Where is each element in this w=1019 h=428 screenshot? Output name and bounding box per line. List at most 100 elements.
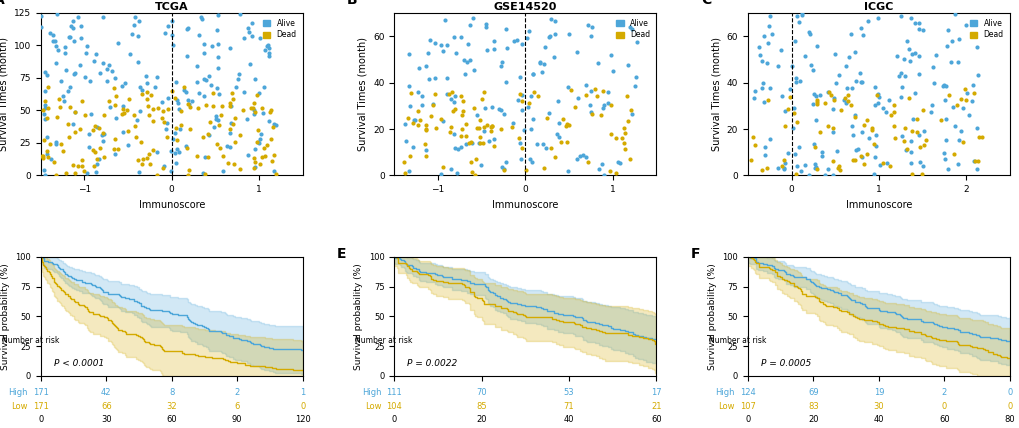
Point — [548, 131, 565, 138]
Point — [107, 101, 123, 108]
Point — [438, 91, 454, 98]
Point — [492, 126, 508, 133]
Low — [458, 283, 470, 288]
Y-axis label: Survival Times (month): Survival Times (month) — [710, 37, 720, 151]
Point — [40, 153, 56, 160]
Point — [629, 39, 645, 46]
Point — [397, 121, 414, 128]
Point — [71, 62, 88, 68]
Point — [406, 117, 422, 124]
Point — [938, 165, 955, 172]
Point — [173, 108, 190, 115]
Point — [257, 153, 273, 160]
Point — [908, 128, 924, 135]
Text: 60: 60 — [166, 416, 177, 425]
Y-axis label: Survival probability (%): Survival probability (%) — [354, 263, 363, 370]
Point — [534, 141, 550, 148]
Point — [580, 21, 596, 28]
Point — [167, 95, 183, 102]
Point — [904, 128, 920, 134]
Point — [771, 47, 788, 54]
Point — [968, 44, 984, 51]
Point — [936, 136, 953, 143]
Point — [410, 108, 426, 115]
Point — [196, 92, 212, 99]
Point — [828, 164, 845, 171]
Point — [210, 11, 226, 18]
Point — [433, 171, 449, 178]
Point — [903, 51, 919, 58]
Point — [414, 92, 430, 99]
Line: High: High — [41, 257, 303, 350]
Point — [911, 158, 927, 165]
Point — [410, 89, 426, 96]
Point — [399, 114, 416, 121]
Point — [622, 156, 638, 163]
Point — [91, 155, 107, 162]
High — [940, 325, 952, 330]
Point — [33, 23, 49, 30]
Point — [414, 102, 430, 109]
Point — [493, 59, 510, 66]
Point — [235, 88, 252, 95]
Point — [61, 33, 77, 40]
Point — [495, 111, 512, 118]
Point — [454, 97, 471, 104]
Point — [546, 31, 562, 38]
Point — [220, 159, 236, 166]
Text: 0: 0 — [745, 416, 750, 425]
Point — [178, 144, 195, 151]
Point — [902, 138, 918, 145]
Point — [89, 161, 105, 168]
Low — [296, 368, 308, 373]
Point — [211, 145, 227, 152]
Point — [968, 166, 984, 172]
Point — [906, 20, 922, 27]
Text: 124: 124 — [740, 389, 755, 398]
Point — [53, 140, 69, 147]
Point — [850, 146, 866, 152]
Point — [458, 133, 474, 140]
Point — [410, 122, 426, 129]
Point — [746, 141, 762, 148]
Point — [79, 169, 96, 176]
Point — [95, 129, 111, 136]
Point — [40, 84, 56, 91]
Point — [128, 116, 145, 123]
Point — [865, 141, 881, 148]
Point — [405, 120, 421, 127]
Text: 32: 32 — [166, 402, 177, 411]
Point — [106, 151, 122, 158]
High — [645, 337, 657, 342]
Point — [35, 107, 51, 113]
Point — [168, 137, 184, 143]
Point — [433, 115, 449, 122]
Point — [844, 132, 860, 139]
Point — [958, 90, 974, 97]
Line: High: High — [747, 257, 1009, 341]
Low — [35, 254, 47, 259]
Point — [823, 125, 840, 132]
Low — [297, 368, 309, 373]
Point — [247, 163, 263, 170]
Point — [102, 104, 118, 110]
Point — [122, 51, 139, 58]
High — [482, 288, 494, 293]
Point — [81, 130, 97, 137]
Text: Low: Low — [717, 402, 734, 411]
Point — [131, 108, 148, 115]
Text: C: C — [700, 0, 710, 7]
Low — [392, 260, 405, 265]
Point — [753, 167, 769, 174]
Point — [266, 121, 282, 128]
Point — [416, 140, 432, 147]
Point — [486, 38, 502, 45]
Point — [139, 80, 155, 86]
Point — [794, 12, 810, 18]
Point — [800, 28, 816, 35]
Point — [65, 120, 82, 127]
Point — [855, 160, 871, 167]
Point — [497, 158, 514, 165]
Point — [786, 110, 802, 116]
Text: 71: 71 — [564, 402, 574, 411]
